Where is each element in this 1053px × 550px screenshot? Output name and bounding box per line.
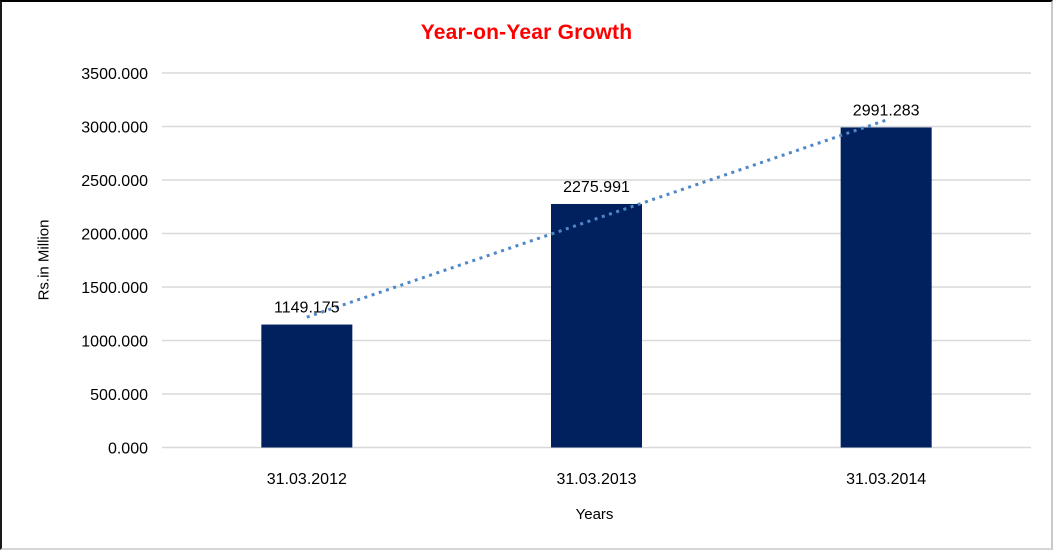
bar-31.03.2014 [840,127,932,448]
y-axis-title: Rs.in Million [35,219,53,301]
y-axis-tick-label: 3500.000 [81,66,148,83]
y-axis-tick-label: 0.000 [108,441,148,458]
bar-31.03.2013 [551,203,642,448]
y-axis-tick-label: 2000.000 [81,227,148,244]
bar-value-label: 2275.991 [563,179,630,196]
y-axis-tick-label: 1000.000 [81,334,148,351]
chart-title: Year-on-Year Growth [420,21,633,44]
x-axis-category-label: 31.03.2014 [846,471,926,488]
y-axis-tick-label: 3000.000 [81,120,148,137]
bar-31.03.2012 [261,324,353,448]
x-axis-title: Years [575,506,614,523]
y-axis-tick-label: 500.000 [90,387,148,404]
bar-value-label: 1149.175 [274,300,340,317]
trendline [306,118,887,319]
bar-value-label: 2991.283 [853,102,920,119]
y-axis-tick-label: 1500.000 [81,280,148,297]
y-axis-tick-label: 2500.000 [81,173,148,190]
x-axis-category-label: 31.03.2012 [267,471,347,488]
x-axis-category-label: 31.03.2013 [556,471,636,488]
